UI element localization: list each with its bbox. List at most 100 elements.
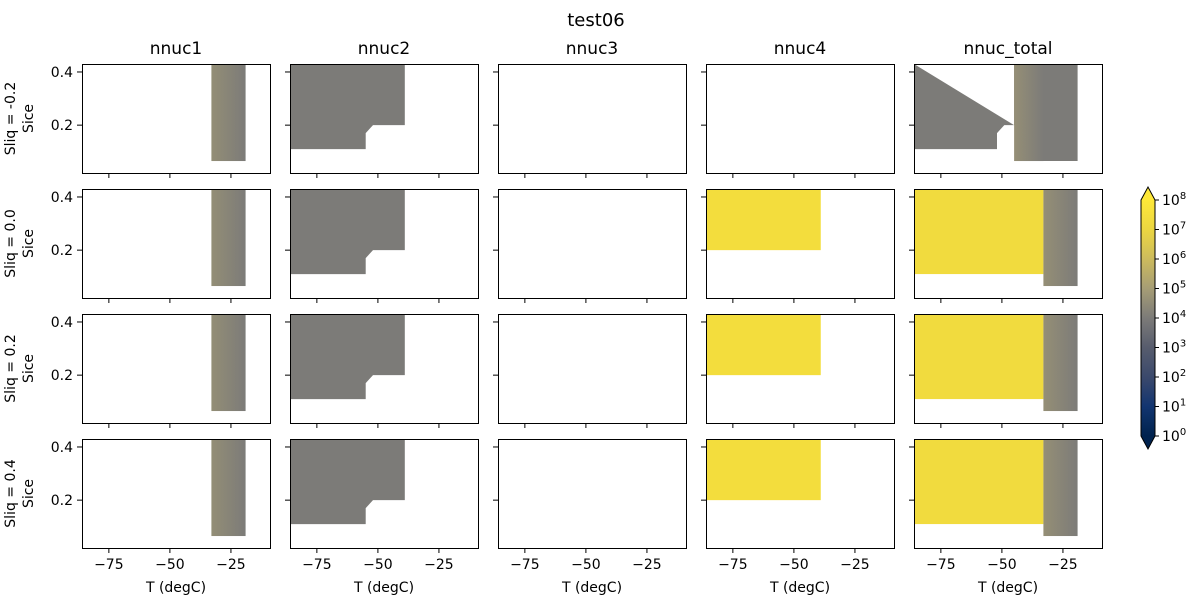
colorbar-tick-label: 100 — [1162, 427, 1186, 445]
colorbar-tick-label: 101 — [1162, 398, 1186, 416]
heat-region — [914, 64, 1078, 161]
panel-r2-c1 — [285, 314, 479, 428]
heat-region — [1043, 439, 1078, 537]
panel-frame — [914, 439, 1103, 549]
x-tick-label: −75 — [302, 557, 332, 573]
x-tick-label: −25 — [216, 557, 246, 573]
panel-r0-c1: nnuc2 — [285, 39, 479, 178]
panel-r0-c2: nnuc3 — [493, 39, 687, 178]
column-title: nnuc2 — [358, 39, 411, 59]
y-axis-label: Sice — [21, 229, 37, 258]
panel-r1-c3 — [701, 189, 895, 303]
heat-region — [706, 314, 821, 376]
row-label: Sliq = -0.2 — [3, 82, 19, 156]
colorbar-tick-label: 103 — [1162, 339, 1186, 357]
y-tick-label: 0.2 — [51, 493, 73, 509]
heat-region — [290, 189, 405, 275]
panel-frame — [498, 439, 687, 549]
heat-region — [211, 314, 246, 412]
panel-frame — [914, 189, 1103, 299]
x-tick-label: −25 — [424, 557, 454, 573]
colorbar-tick-label: 102 — [1162, 368, 1186, 386]
panel-frame — [914, 64, 1103, 174]
panel-r2-c0: 0.2 0.4 Sliq = 0.2 Sice — [3, 314, 271, 428]
panel-frame — [290, 64, 479, 174]
panel-r0-c0: 0.2 0.4 nnuc1 Sliq = -0.2 Sice — [3, 39, 271, 178]
column-title: nnuc4 — [774, 39, 827, 59]
x-tick-label: −50 — [155, 557, 185, 573]
y-tick-label: 0.2 — [51, 243, 73, 259]
heat-region — [290, 314, 405, 400]
x-axis-label: T (degC) — [145, 580, 206, 596]
x-tick-label: −75 — [94, 557, 124, 573]
heat-region — [1014, 64, 1044, 162]
panel-r3-c4: −75 −50 −25 T (degC) — [909, 439, 1103, 596]
panel-frame — [290, 314, 479, 424]
panel-frame — [498, 314, 687, 424]
heat-region — [290, 64, 405, 150]
panel-r3-c3: −75 −50 −25 T (degC) — [701, 439, 895, 596]
panel-frame — [498, 189, 687, 299]
panel-r3-c1: −75 −50 −25 T (degC) — [285, 439, 479, 596]
panel-frame — [498, 64, 687, 174]
heat-region — [914, 439, 1044, 525]
x-tick-label: −75 — [926, 557, 956, 573]
row-label: Sliq = 0.4 — [3, 459, 19, 528]
colorbar-tick-label: 107 — [1162, 221, 1186, 239]
colorbar-tick-label: 105 — [1162, 280, 1186, 298]
column-title: nnuc1 — [150, 39, 203, 59]
heat-region — [706, 189, 821, 251]
panel-frame — [290, 439, 479, 549]
panel-frame — [82, 64, 271, 174]
x-tick-label: −25 — [840, 557, 870, 573]
heat-region — [290, 439, 405, 525]
panel-frame — [82, 314, 271, 424]
panel-r1-c4 — [909, 189, 1103, 303]
panel-frame — [914, 314, 1103, 424]
heat-region — [914, 314, 1044, 400]
y-axis-label: Sice — [21, 479, 37, 508]
panel-frame — [706, 439, 895, 549]
column-title: nnuc_total — [963, 39, 1052, 59]
y-axis-label: Sice — [21, 104, 37, 133]
y-tick-label: 0.2 — [51, 368, 73, 384]
panel-r3-c2: −75 −50 −25 T (degC) — [493, 439, 687, 596]
x-tick-label: −25 — [632, 557, 662, 573]
column-title: nnuc3 — [566, 39, 619, 59]
panel-r1-c0: 0.2 0.4 Sliq = 0.0 Sice — [3, 189, 271, 303]
panel-r2-c3 — [701, 314, 895, 428]
heat-region — [211, 64, 246, 162]
panel-r0-c3: nnuc4 — [701, 39, 895, 178]
y-tick-label: 0.4 — [51, 315, 73, 331]
heat-region — [914, 189, 1044, 275]
x-tick-label: −75 — [718, 557, 748, 573]
x-axis-label: T (degC) — [353, 580, 414, 596]
heat-region — [1043, 189, 1078, 287]
y-axis-label: Sice — [21, 354, 37, 383]
heat-region — [211, 439, 246, 537]
panel-r1-c2 — [493, 189, 687, 303]
colorbar-tick-label: 104 — [1162, 309, 1186, 327]
y-tick-label: 0.4 — [51, 440, 73, 456]
row-label: Sliq = 0.2 — [3, 334, 19, 402]
colorbar-gradient — [1141, 200, 1155, 436]
x-tick-label: −50 — [571, 557, 601, 573]
x-axis-label: T (degC) — [977, 580, 1038, 596]
panel-r3-c0: −75 −50 −25 0.2 0.4 Sliq = 0.4 Sice T (degC) — [3, 439, 271, 596]
panel-r0-c4: nnuc_total — [909, 39, 1103, 178]
panel-r1-c1 — [285, 189, 479, 303]
figure-title: test06 — [567, 10, 624, 31]
colorbar-extend-min — [1141, 436, 1155, 449]
x-tick-label: −25 — [1048, 557, 1078, 573]
x-tick-label: −50 — [779, 557, 809, 573]
panel-r2-c4 — [909, 314, 1103, 428]
heat-region — [211, 189, 246, 287]
y-tick-label: 0.2 — [51, 118, 73, 134]
colorbar-tick-label: 106 — [1162, 250, 1186, 268]
panel-frame — [290, 189, 479, 299]
colorbar-tick-label: 108 — [1162, 191, 1186, 209]
panel-frame — [706, 314, 895, 424]
heat-region — [1043, 314, 1078, 412]
